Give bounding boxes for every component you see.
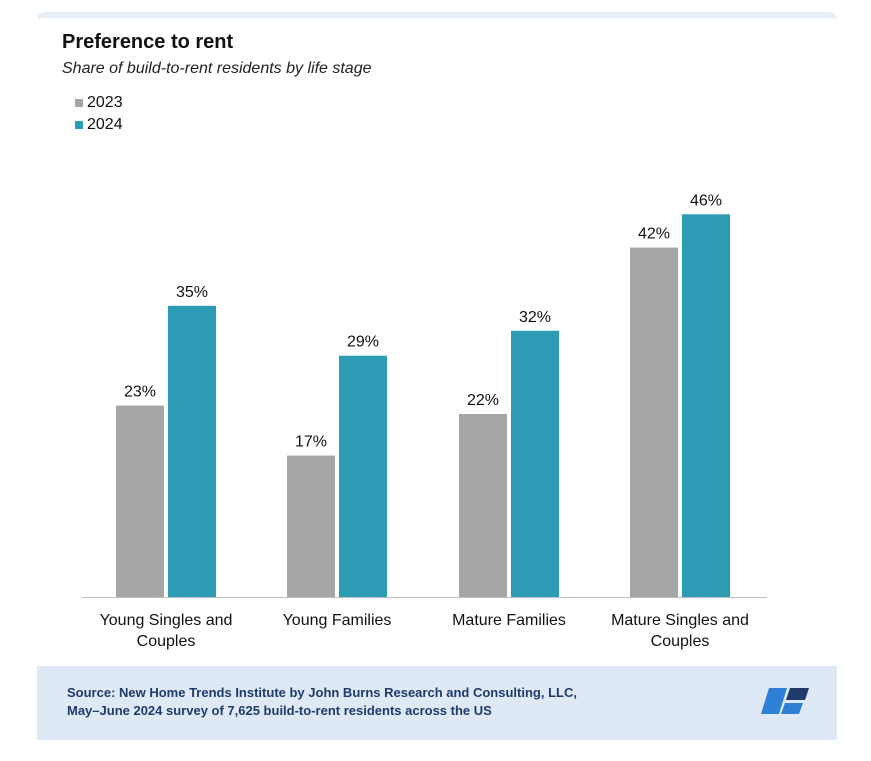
data-label-2023-mature-singles-and-couples: 42%: [638, 226, 670, 243]
data-label-2023-young-singles-and-couples: 23%: [124, 384, 156, 401]
data-label-2024-young-families: 29%: [347, 334, 379, 351]
bar-2023-mature-singles-and-couples: [630, 247, 678, 597]
bar-2023-young-families: [287, 455, 335, 597]
source-footer: Source: New Home Trends Institute by Joh…: [37, 666, 837, 740]
john-burns-logo-icon: [761, 688, 809, 714]
x-tick-label-line: Mature Singles and: [611, 612, 749, 629]
data-label-2023-young-families: 17%: [295, 434, 327, 451]
legend-item-2024: 2024: [75, 114, 123, 136]
x-tick-label-line: Couples: [651, 633, 710, 650]
data-label-2023-mature-families: 22%: [467, 392, 499, 409]
bar-2024-mature-singles-and-couples: [682, 214, 730, 597]
data-label-2024-mature-families: 32%: [519, 309, 551, 326]
bar-2024-young-singles-and-couples: [168, 305, 216, 597]
x-tick-label-mature-singles-and-couples: Mature Singles and Couples: [611, 612, 749, 650]
legend-item-2023: 2023: [75, 92, 123, 114]
x-tick-label-young-families: Young Families: [283, 612, 392, 629]
legend-label-2024: 2024: [87, 116, 123, 133]
x-tick-label-line: Young Singles and: [100, 612, 233, 629]
legend-label-2023: 2023: [87, 94, 123, 111]
chart-legend: 2023 2024: [75, 92, 123, 136]
x-tick-label-young-singles-and-couples: Young Singles and Couples: [100, 612, 233, 650]
legend-swatch-2023: [75, 99, 83, 107]
bar-2023-mature-families: [459, 413, 507, 597]
bar-2023-young-singles-and-couples: [116, 405, 164, 597]
bar-2024-young-families: [339, 355, 387, 597]
x-tick-label-line: Mature Families: [452, 612, 566, 629]
chart-subtitle: Share of build-to-rent residents by life…: [62, 60, 372, 77]
data-label-2024-mature-singles-and-couples: 46%: [690, 192, 722, 209]
source-line-1: Source: New Home Trends Institute by Joh…: [67, 685, 577, 700]
data-label-2024-young-singles-and-couples: 35%: [176, 284, 208, 301]
x-tick-label-mature-families: Mature Families: [452, 612, 566, 629]
source-line-2: May–June 2024 survey of 7,625 build-to-r…: [67, 703, 492, 718]
x-tick-label-line: Young Families: [283, 612, 392, 629]
bar-2024-mature-families: [511, 330, 559, 597]
source-note: Source: New Home Trends Institute by Joh…: [67, 684, 577, 720]
legend-swatch-2024: [75, 121, 83, 129]
x-tick-label-line: Couples: [137, 633, 196, 650]
chart-title: Preference to rent: [62, 31, 234, 53]
